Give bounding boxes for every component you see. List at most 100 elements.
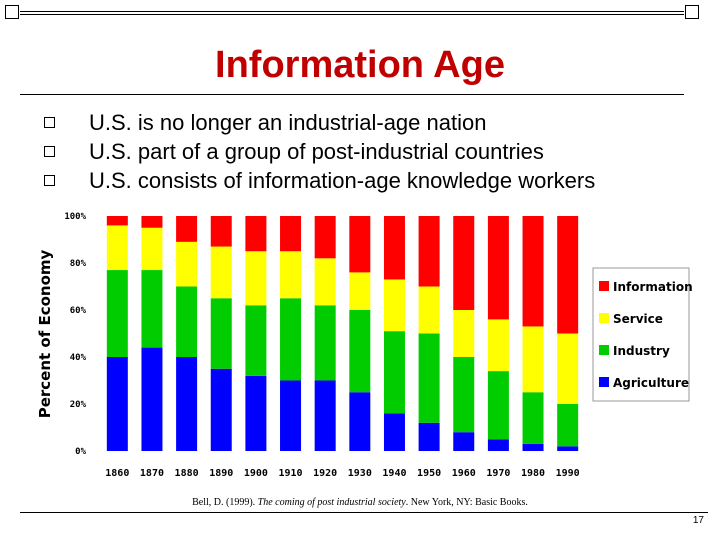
bar-segment-information [280, 216, 302, 252]
legend-label: Industry [613, 344, 670, 358]
x-tick-label: 1930 [348, 468, 372, 479]
page-number: 17 [692, 515, 704, 526]
bar-segment-information [522, 216, 544, 327]
y-tick-label: 100% [64, 212, 86, 222]
bar-segment-industry [106, 270, 128, 357]
bar-segment-agriculture [522, 443, 544, 451]
square-bullet-icon [44, 175, 55, 186]
bar-segment-agriculture [314, 380, 336, 451]
x-tick-label: 1870 [140, 468, 164, 479]
bar-segment-information [210, 216, 232, 247]
x-tick-label: 1910 [278, 468, 302, 479]
x-tick-label: 1890 [209, 468, 233, 479]
bar-segment-information [383, 216, 405, 280]
legend-label: Information [613, 280, 693, 294]
x-tick-label: 1920 [313, 468, 337, 479]
square-bullet-icon [44, 146, 55, 157]
slide-title: Information Age [215, 44, 505, 86]
citation-book-title: The coming of post industrial society [257, 497, 406, 508]
bar-segment-industry [141, 270, 163, 348]
bar-segment-information [418, 216, 440, 287]
bar-segment-industry [245, 305, 267, 376]
y-tick-label: 60% [70, 306, 87, 316]
bar-segment-agriculture [557, 446, 579, 451]
bullet-list: U.S. is no longer an industrial-age nati… [44, 108, 704, 195]
legend-label: Service [613, 312, 663, 326]
legend-swatch-information [599, 281, 609, 291]
legend-swatch-service [599, 313, 609, 323]
bullet-text: U.S. consists of information-age knowled… [89, 167, 596, 193]
bar-segment-service [141, 227, 163, 271]
bar-segment-industry [349, 310, 371, 393]
legend-swatch-agriculture [599, 377, 609, 387]
bar-segment-service [176, 241, 198, 287]
bar-segment-service [383, 279, 405, 332]
square-bullet-icon [44, 117, 55, 128]
y-axis-title: Percent of Economy [36, 249, 54, 418]
y-tick-label: 80% [70, 259, 87, 269]
bar-segment-information [349, 216, 371, 273]
title-underline [20, 94, 684, 95]
bar-segment-information [487, 216, 509, 320]
bar-segment-information [557, 216, 579, 334]
bar-segment-service [418, 286, 440, 334]
bar-segment-industry [280, 298, 302, 381]
bar-segment-industry [487, 371, 509, 440]
x-tick-label: 1900 [244, 468, 268, 479]
bar-segment-information [245, 216, 267, 252]
bar-segment-industry [453, 357, 475, 433]
citation-publisher: . New York, NY: Basic Books. [405, 497, 528, 508]
bullet-item: U.S. consists of information-age knowled… [44, 166, 704, 195]
legend-swatch-industry [599, 345, 609, 355]
bar-segment-agriculture [487, 439, 509, 451]
top-double-rule [20, 4, 684, 15]
y-tick-label: 40% [70, 353, 87, 363]
bar-segment-industry [176, 286, 198, 357]
citation: Bell, D. (1999). The coming of post indu… [0, 497, 720, 508]
bar-segment-service [453, 310, 475, 357]
bar-segment-information [453, 216, 475, 310]
bar-segment-agriculture [141, 347, 163, 451]
bar-segment-industry [522, 392, 544, 444]
y-tick-label: 20% [70, 400, 87, 410]
bar-segment-agriculture [349, 392, 371, 451]
x-tick-label: 1950 [417, 468, 441, 479]
bar-segment-agriculture [106, 357, 128, 451]
legend-label: Agriculture [613, 376, 689, 390]
bar-segment-service [314, 258, 336, 306]
citation-author: Bell, D. (1999). [192, 497, 258, 508]
bar-segment-service [557, 333, 579, 404]
y-tick-label: 0% [75, 447, 86, 457]
bar-segment-industry [418, 333, 440, 423]
bar-segment-industry [557, 404, 579, 447]
bar-segment-information [141, 216, 163, 228]
bar-segment-information [314, 216, 336, 259]
bar-segment-information [176, 216, 198, 242]
bar-segment-service [522, 326, 544, 393]
bar-segment-service [487, 319, 509, 372]
x-tick-label: 1860 [105, 468, 129, 479]
x-tick-label: 1960 [452, 468, 476, 479]
bar-segment-service [210, 246, 232, 299]
x-tick-label: 1880 [175, 468, 199, 479]
bar-segment-agriculture [245, 375, 267, 451]
bar-segment-agriculture [210, 368, 232, 451]
bullet-text: U.S. part of a group of post-industrial … [89, 138, 544, 164]
bar-segment-service [349, 272, 371, 310]
bullet-item: U.S. part of a group of post-industrial … [44, 137, 704, 166]
bottom-rule [20, 512, 708, 513]
x-tick-label: 1970 [486, 468, 510, 479]
bar-segment-agriculture [453, 432, 475, 451]
bullet-item: U.S. is no longer an industrial-age nati… [44, 108, 704, 137]
bar-segment-agriculture [280, 380, 302, 451]
x-tick-label: 1990 [556, 468, 580, 479]
bullet-text: U.S. is no longer an industrial-age nati… [89, 109, 487, 135]
bar-segment-information [106, 216, 128, 226]
bar-segment-industry [210, 298, 232, 369]
x-tick-label: 1940 [382, 468, 406, 479]
bar-segment-service [106, 225, 128, 271]
bar-segment-agriculture [176, 357, 198, 451]
bar-segment-service [245, 251, 267, 306]
bar-segment-industry [314, 305, 336, 381]
